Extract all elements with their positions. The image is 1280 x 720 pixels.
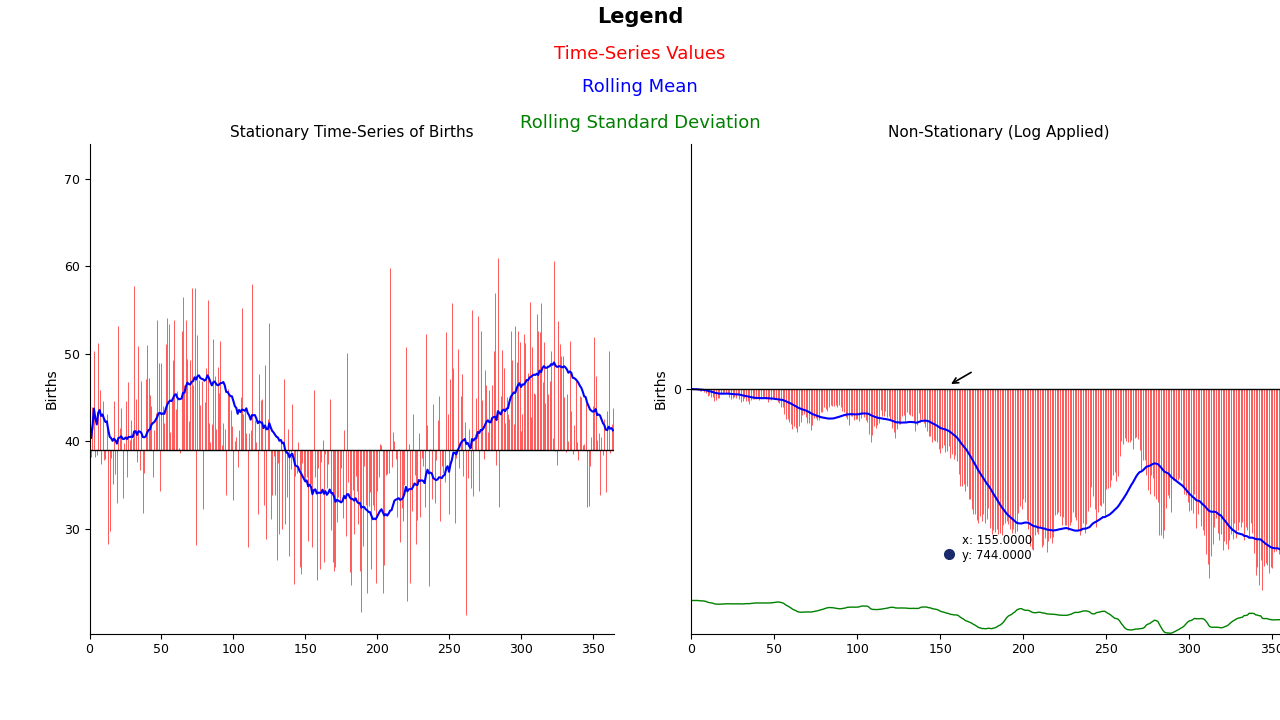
Text: Rolling Mean: Rolling Mean — [582, 78, 698, 96]
Text: Rolling Standard Deviation: Rolling Standard Deviation — [520, 114, 760, 132]
Title: Non-Stationary (Log Applied): Non-Stationary (Log Applied) — [887, 125, 1110, 140]
Text: Time-Series Values: Time-Series Values — [554, 45, 726, 63]
Y-axis label: Births: Births — [45, 369, 59, 409]
Text: x: 155.0000
y: 744.0000: x: 155.0000 y: 744.0000 — [961, 534, 1032, 562]
Y-axis label: Births: Births — [654, 369, 668, 409]
Text: Legend: Legend — [596, 7, 684, 27]
Title: Stationary Time-Series of Births: Stationary Time-Series of Births — [230, 125, 474, 140]
